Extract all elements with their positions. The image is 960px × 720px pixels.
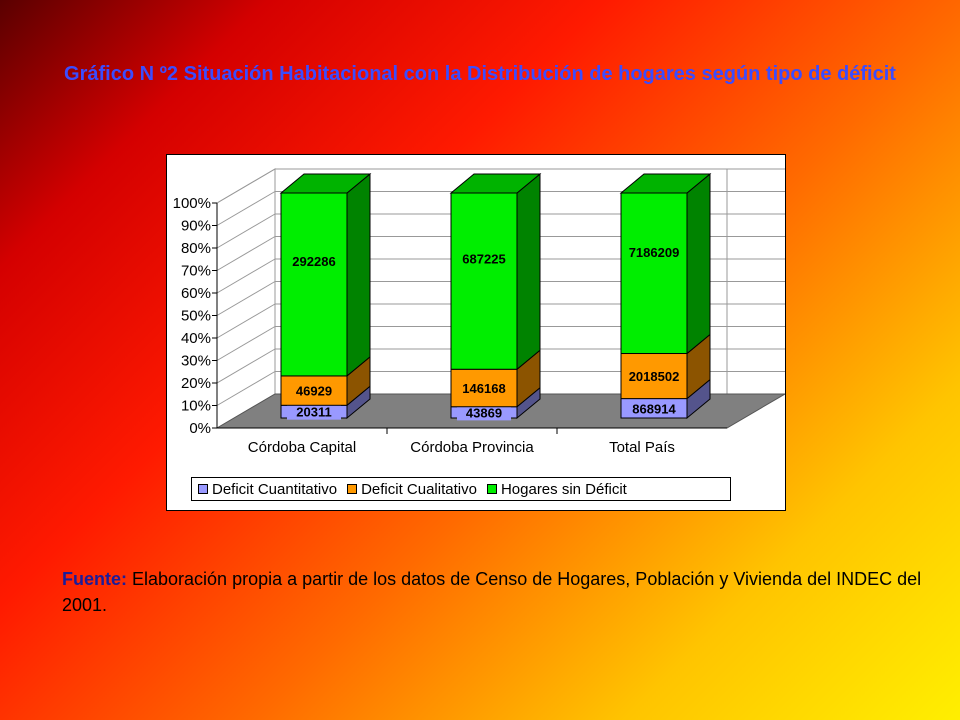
legend-label: Deficit Cuantitativo — [212, 480, 338, 498]
chart-legend: Deficit Cuantitativo Deficit Cualitativo H… — [191, 477, 731, 501]
data-label: 687225 — [462, 252, 505, 267]
data-label-bg — [457, 405, 511, 421]
legend-item: Deficit Cuantitativo — [198, 481, 337, 498]
legend-label: Hogares sin Déficit — [500, 480, 627, 498]
legend-item: Hogares sin Déficit — [486, 480, 627, 498]
bar-segment-side — [686, 172, 711, 355]
gridline-side — [216, 371, 276, 406]
y-tick-label: 100% — [173, 195, 211, 212]
y-tick-label: 0% — [189, 420, 211, 437]
gridline-side — [216, 258, 276, 294]
data-label: 46929 — [296, 384, 332, 399]
legend-swatch — [198, 484, 208, 494]
y-tick-label: 10% — [181, 398, 211, 415]
bar-segment — [620, 192, 688, 355]
data-label-bg — [627, 369, 681, 385]
bar-top-face — [449, 173, 542, 194]
x-tick-label: Córdoba Capital — [248, 439, 356, 456]
data-label: 7186209 — [629, 245, 680, 260]
chart-plot: 0% 10% 20% 30% 40% 50% 60% 70% 80% 90% 100% Córdoba… — [173, 168, 785, 456]
data-label: 292286 — [292, 254, 335, 269]
data-label: 43869 — [466, 405, 502, 420]
bar-segment-side — [516, 172, 541, 371]
data-label: 146168 — [462, 381, 505, 396]
y-tick-label: 70% — [181, 263, 211, 280]
gridline-side — [216, 348, 276, 384]
data-label: 868914 — [632, 401, 676, 416]
y-tick-label: 90% — [181, 218, 211, 235]
gridline-side — [216, 303, 276, 339]
source-label: Fuente: — [62, 569, 127, 589]
data-label: 2018502 — [629, 369, 680, 384]
data-label-bg — [287, 404, 341, 420]
legend-swatch — [347, 484, 358, 494]
bar-top-face — [619, 173, 712, 194]
gridline-side — [216, 326, 276, 361]
data-label: 20311 — [296, 405, 331, 420]
y-tick-label: 20% — [181, 375, 211, 392]
gridline-side — [216, 213, 276, 249]
gridline-side — [216, 191, 276, 226]
data-label-bg — [457, 381, 511, 397]
y-tick-label: 30% — [181, 353, 211, 370]
legend-item: Deficit Cualitativo — [347, 481, 477, 498]
bar-segment — [280, 192, 348, 377]
x-tick-label: Córdoba Provincia — [410, 439, 534, 456]
y-tick-label: 60% — [181, 285, 211, 302]
y-tick-label: 80% — [181, 240, 211, 257]
y-tick-label: 50% — [181, 308, 211, 325]
y-tick-label: 40% — [181, 330, 211, 347]
legend-swatch — [486, 484, 497, 494]
chart-area: 0% 10% 20% 30% 40% 50% 60% 70% 80% 90% 100% Córdoba… — [166, 154, 786, 511]
chart-title: Gráfico N º2 Situación Habitacional con … — [64, 63, 896, 85]
source-note: Fuente: Elaboración propia a partir de l… — [62, 566, 922, 618]
bar-segment — [450, 192, 518, 370]
bar-top-face — [279, 173, 372, 194]
gridline-side — [216, 236, 276, 271]
data-label-bg — [287, 383, 341, 399]
bar-segment-side — [346, 172, 371, 377]
legend-label: Deficit Cualitativo — [361, 480, 477, 498]
x-tick-label: Total País — [609, 439, 675, 456]
data-label-bg — [627, 401, 681, 417]
gridline-side — [216, 281, 276, 316]
gridline-side — [216, 168, 276, 204]
source-text: Elaboración propia a partir de los datos… — [62, 569, 922, 615]
